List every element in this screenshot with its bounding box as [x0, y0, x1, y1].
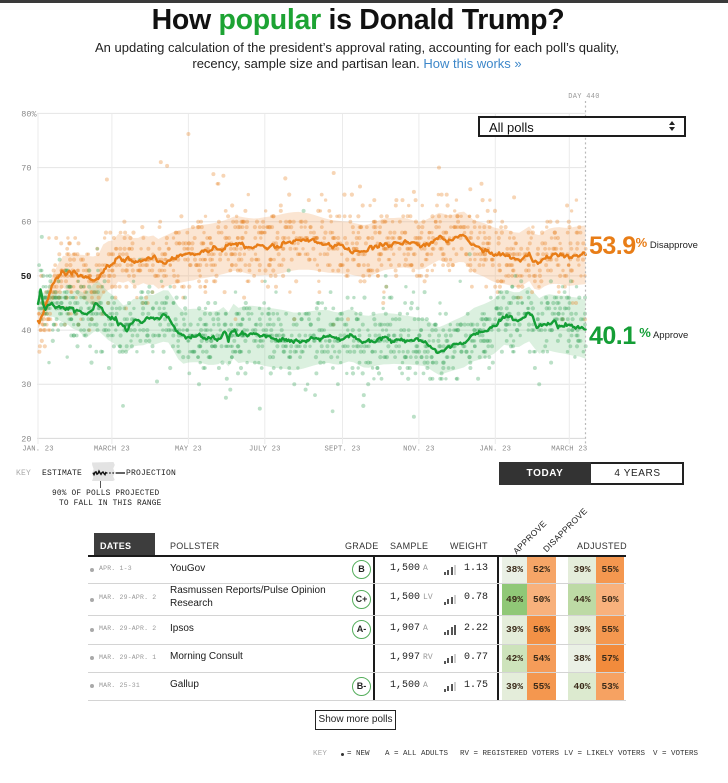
svg-text:MARCH 23: MARCH 23: [94, 446, 130, 454]
svg-text:JAN. 23: JAN. 23: [480, 446, 512, 454]
svg-text:80: 80: [21, 109, 31, 119]
svg-text:20: 20: [21, 434, 31, 444]
svg-text:JAN. 23: JAN. 23: [22, 446, 54, 454]
svg-text:MAY 23: MAY 23: [175, 446, 202, 454]
svg-text:%: %: [32, 109, 38, 119]
svg-text:MARCH 23: MARCH 23: [551, 446, 587, 454]
svg-text:50: 50: [21, 272, 32, 282]
svg-text:40: 40: [21, 326, 31, 336]
svg-text:JULY 23: JULY 23: [249, 446, 281, 454]
svg-text:60: 60: [21, 218, 31, 228]
svg-text:NOV. 23: NOV. 23: [403, 446, 435, 454]
svg-text:SEPT. 23: SEPT. 23: [324, 446, 360, 454]
svg-text:DAY 440: DAY 440: [568, 93, 600, 101]
svg-text:70: 70: [21, 164, 31, 174]
svg-text:30: 30: [21, 380, 31, 390]
